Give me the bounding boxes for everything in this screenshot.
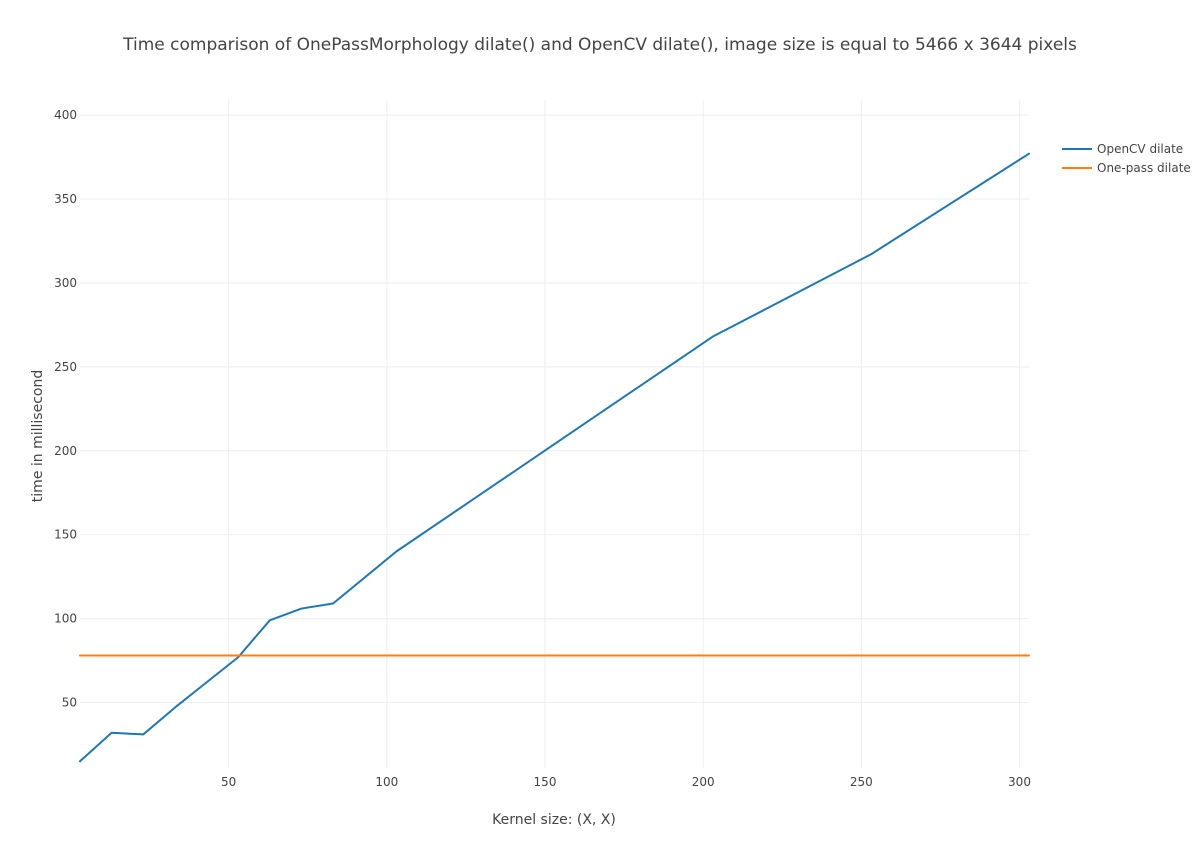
legend-label: One-pass dilate [1097,161,1191,175]
y-tick-label: 250 [54,360,77,374]
tick-labels: 50 100 150 200 250 300 50 100 150 200 250 300 350 400 [54,108,1031,789]
grid-lines [80,100,1029,768]
series-line-opencv-dilate [79,152,1030,763]
legend-item-opencv-dilate[interactable]: OpenCV dilate [1062,142,1183,156]
x-axis-title: Kernel size: (X, X) [492,812,616,828]
legend[interactable]: OpenCV dilate One-pass dilate [1062,142,1191,175]
y-tick-label: 400 [54,108,77,122]
chart-title: Time comparison of OnePassMorphology dil… [122,35,1077,55]
x-tick-label: 250 [850,775,873,789]
y-axis-title: time in millisecond [30,370,46,502]
y-tick-label: 100 [54,612,77,626]
legend-item-one-pass-dilate[interactable]: One-pass dilate [1062,161,1191,175]
x-tick-label: 100 [375,775,398,789]
y-tick-label: 300 [54,276,77,290]
y-tick-label: 50 [62,696,77,710]
legend-label: OpenCV dilate [1097,142,1183,156]
x-tick-label: 150 [534,775,557,789]
y-tick-label: 150 [54,528,77,542]
x-tick-label: 200 [692,775,715,789]
y-tick-label: 350 [54,192,77,206]
x-tick-label: 300 [1008,775,1031,789]
y-tick-label: 200 [54,444,77,458]
x-tick-label: 50 [221,775,236,789]
series-lines [79,152,1030,763]
